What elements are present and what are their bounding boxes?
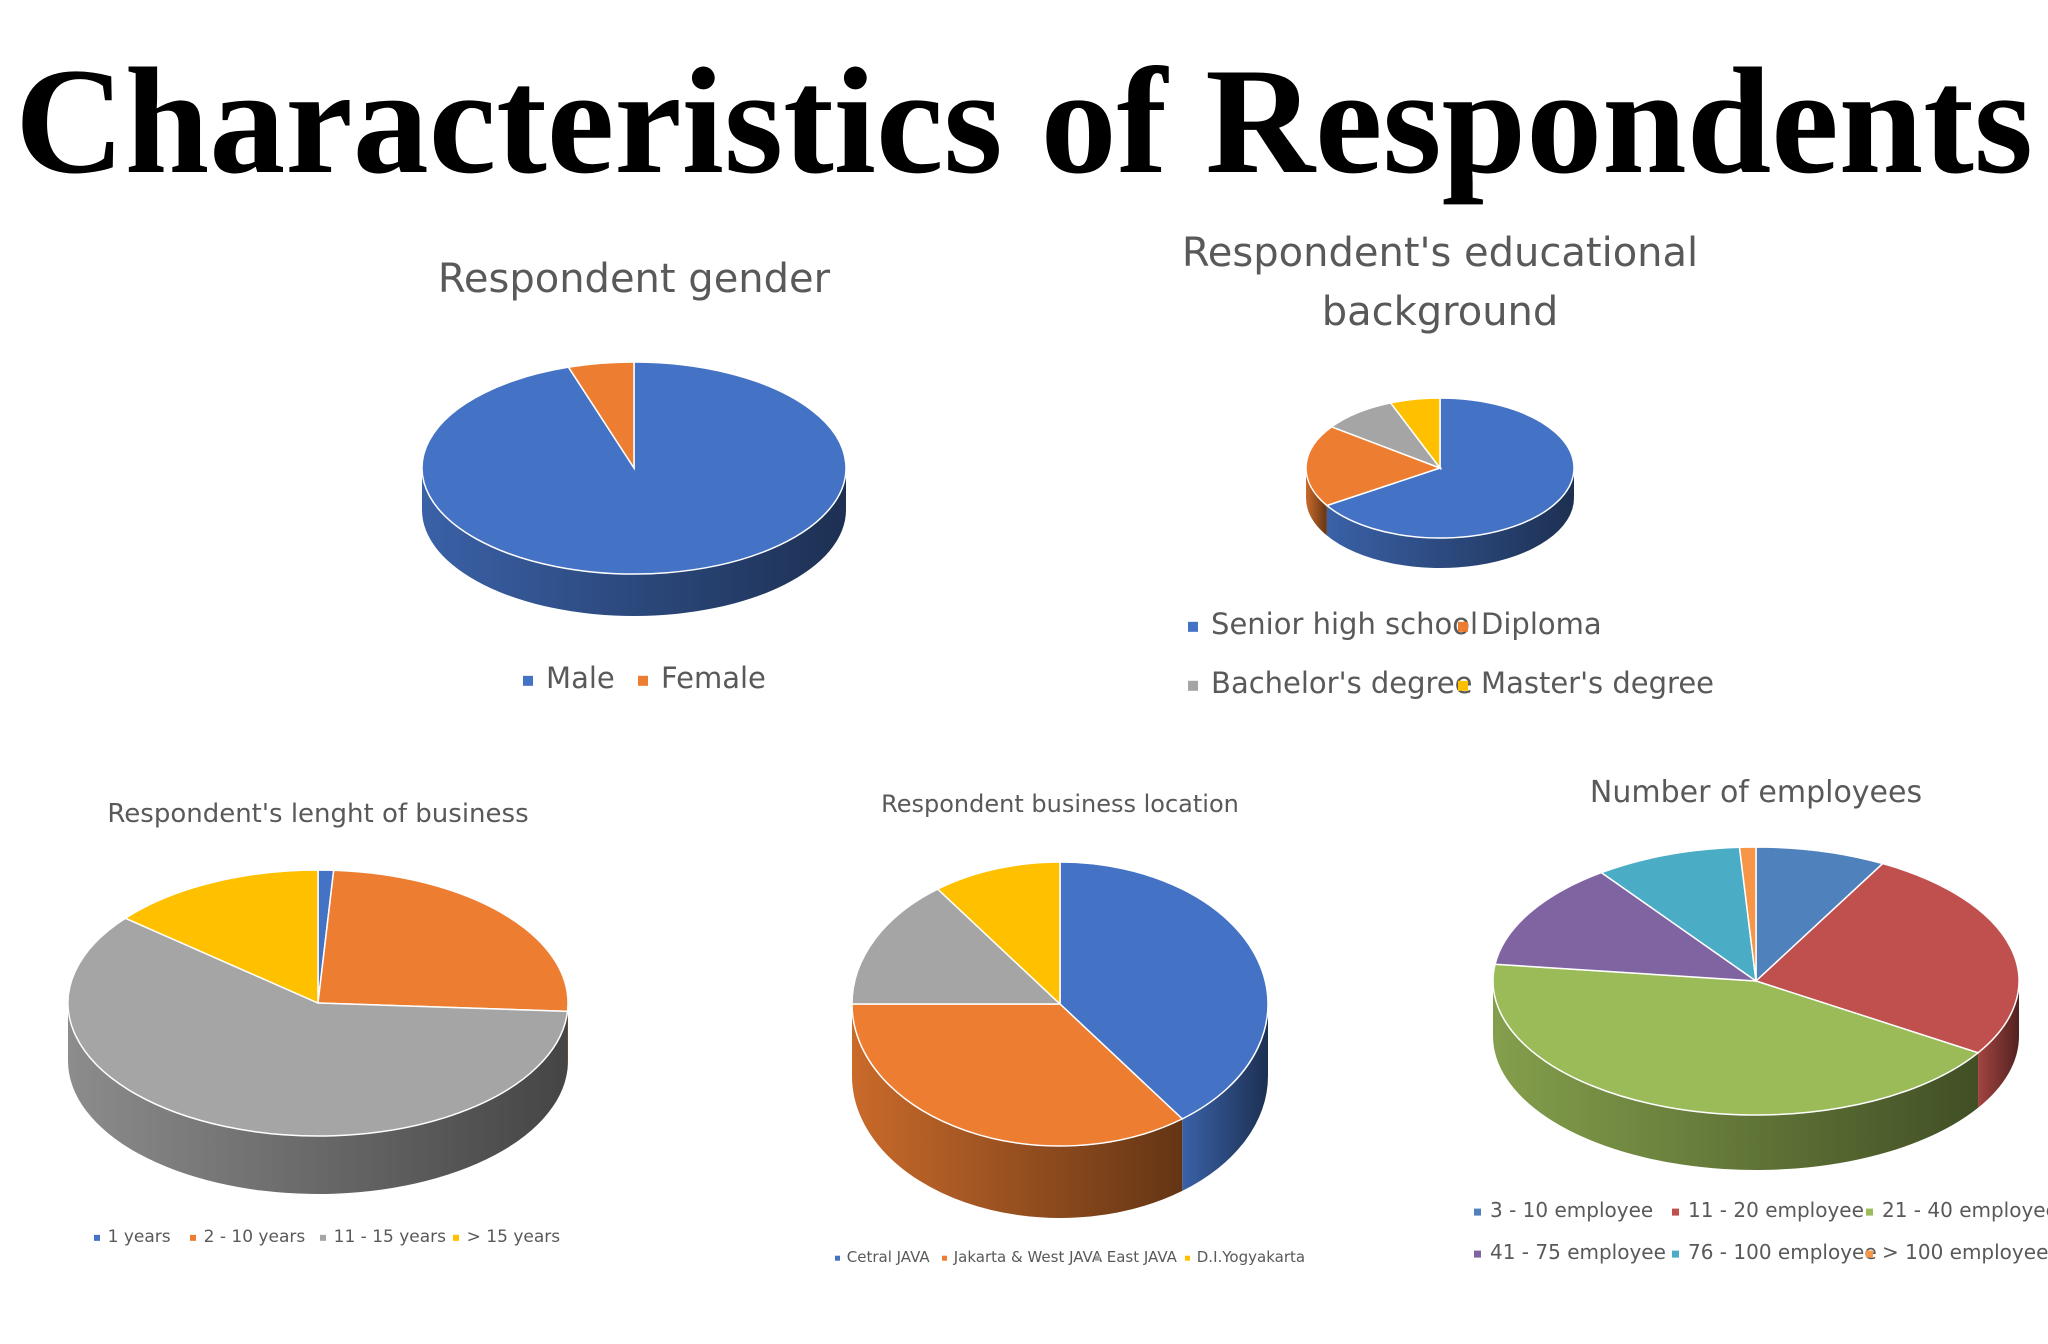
- legend-label-diploma: Diploma: [1481, 607, 1602, 641]
- pie-side-walls: [852, 1004, 1268, 1218]
- chart-legend: Male Female: [523, 661, 766, 695]
- chart-legend: 3 - 10 employee 11 - 20 employee 21 - 40 e…: [1474, 1198, 2048, 1264]
- pie-wall-11-20-employee: [1978, 981, 2019, 1108]
- pie-wall-senior-high-school: [1326, 468, 1574, 568]
- pie-slice-d-i-yogyakarta: [936, 861, 1061, 1006]
- legend-label-east-java: East JAVA: [1107, 1248, 1178, 1266]
- pie-slice-senior-high-school: [1325, 397, 1575, 539]
- legend-label-100-employee: > 100 employee: [1882, 1240, 2048, 1264]
- chart-title: Respondent gender: [438, 256, 831, 302]
- pie-wall-diploma: [1305, 468, 1327, 536]
- pie-side-walls: [1493, 981, 2019, 1170]
- legend-swatch-master-s-degree: [1458, 680, 1468, 691]
- chart-legend: 1 years 2 - 10 years 11 - 15 years > 15 yea…: [94, 1227, 560, 1247]
- legend-swatch-11-15-years: [320, 1234, 326, 1241]
- pie-chart-number-of-employees: Number of employees 3 - 10 employee 11 - 2…: [1474, 775, 2048, 1264]
- legend-swatch-76-100-employee: [1672, 1250, 1679, 1258]
- legend-label-female: Female: [661, 661, 766, 695]
- pie-slice-41-75-employee: [1494, 871, 1759, 982]
- pie-slice-3-10-employee: [1755, 846, 1885, 983]
- legend-label-11-20-employee: 11 - 20 employee: [1688, 1198, 1864, 1222]
- pie-slice-100-employee: [1738, 846, 1757, 982]
- pie-wall-male: [422, 468, 846, 616]
- legend-label-76-100-employee: 76 - 100 employee: [1688, 1240, 1877, 1264]
- legend-swatch-11-20-employee: [1672, 1208, 1679, 1216]
- legend-swatch-east-java: [1095, 1255, 1100, 1261]
- pie-slice-2-10-years: [317, 869, 569, 1013]
- legend-swatch-2-10-years: [190, 1234, 196, 1241]
- pie-chart-respondent-s-lenght-of-business: Respondent's lenght of business 1 years 2 …: [67, 799, 569, 1247]
- pie-side-walls: [1305, 468, 1574, 568]
- pie-wall-11-15-years: [68, 1003, 568, 1194]
- legend-label-41-75-employee: 41 - 75 employee: [1490, 1240, 1666, 1264]
- pie-slice-cetral-java: [1059, 861, 1269, 1120]
- pie-slice-76-100-employee: [1599, 846, 1757, 983]
- legend-swatch-d-i-yogyakarta: [1185, 1255, 1190, 1261]
- pie-slice-11-20-employee: [1754, 862, 2020, 1054]
- pie-side-walls: [68, 1003, 568, 1194]
- pie-chart-respondent-business-location: Respondent business location Cetral JAVA J…: [835, 790, 1305, 1266]
- chart-title: Respondent's educational: [1182, 230, 1698, 276]
- pie-wall-21-40-employee: [1493, 981, 1979, 1170]
- pie-side-walls: [422, 468, 846, 616]
- legend-label-2-10-years: 2 - 10 years: [204, 1227, 306, 1247]
- legend-swatch-cetral-java: [835, 1255, 840, 1261]
- legend-label-master-s-degree: Master's degree: [1481, 666, 1714, 700]
- legend-label-3-10-employee: 3 - 10 employee: [1490, 1198, 1653, 1222]
- chart-title: Respondent's lenght of business: [107, 799, 528, 829]
- pie-slice-15-years: [123, 869, 319, 1005]
- legend-label-jakarta-west-java: Jakarta & West JAVA: [953, 1248, 1103, 1266]
- page-title: Characteristics of Respondents: [15, 37, 2033, 205]
- legend-swatch-1-years: [94, 1234, 100, 1241]
- legend-swatch-21-40-employee: [1866, 1208, 1873, 1216]
- legend-swatch-15-years: [453, 1234, 459, 1241]
- legend-swatch-jakarta-west-java: [942, 1255, 947, 1261]
- pie-slice-master-s-degree: [1389, 397, 1441, 471]
- chart-legend: Cetral JAVA Jakarta & West JAVA East JAVA D…: [835, 1248, 1305, 1266]
- pie-chart-respondent-gender: Respondent gender Male Female: [421, 256, 847, 695]
- pie-slice-east-java: [851, 888, 1062, 1005]
- legend-swatch-41-75-employee: [1474, 1250, 1481, 1258]
- legend-label-bachelor-s-degree: Bachelor's degree: [1211, 666, 1472, 700]
- legend-label-cetral-java: Cetral JAVA: [847, 1248, 931, 1266]
- legend-label-21-40-employee: 21 - 40 employee: [1882, 1198, 2048, 1222]
- legend-swatch-diploma: [1458, 621, 1468, 632]
- pie-slice-diploma: [1305, 426, 1443, 507]
- pie-slice-21-40-employee: [1492, 963, 1980, 1116]
- pie-slice-11-15-years: [67, 917, 569, 1137]
- legend-swatch-3-10-employee: [1474, 1208, 1481, 1216]
- legend-label-senior-high-school: Senior high school: [1211, 607, 1478, 641]
- legend-label-11-15-years: 11 - 15 years: [334, 1227, 447, 1247]
- legend-swatch-male: [523, 675, 533, 686]
- pie-wall-jakarta-west-java: [852, 1004, 1183, 1218]
- charts-layer: Respondent gender Male Female Respondent's …: [67, 230, 2048, 1266]
- legend-swatch-senior-high-school: [1188, 621, 1198, 632]
- legend-swatch-female: [638, 675, 648, 686]
- chart-legend: Senior high school Diploma Bachelor's degr…: [1188, 607, 1714, 700]
- legend-label-male: Male: [546, 661, 615, 695]
- chart-title: Number of employees: [1590, 775, 1922, 810]
- legend-label-d-i-yogyakarta: D.I.Yogyakarta: [1197, 1248, 1305, 1266]
- chart-title: background: [1322, 289, 1559, 335]
- legend-swatch-100-employee: [1866, 1250, 1873, 1258]
- pie-chart-respondent-s-educational-background: Respondent's educational background Senior…: [1182, 230, 1714, 700]
- pie-slice-female: [567, 361, 635, 471]
- legend-label-15-years: > 15 years: [467, 1227, 561, 1247]
- pie-wall-cetral-java: [1182, 1004, 1268, 1191]
- chart-title: Respondent business location: [881, 790, 1239, 818]
- pie-slice-jakarta-west-java: [851, 1003, 1184, 1147]
- legend-label-1-years: 1 years: [108, 1227, 171, 1247]
- legend-swatch-bachelor-s-degree: [1188, 680, 1198, 691]
